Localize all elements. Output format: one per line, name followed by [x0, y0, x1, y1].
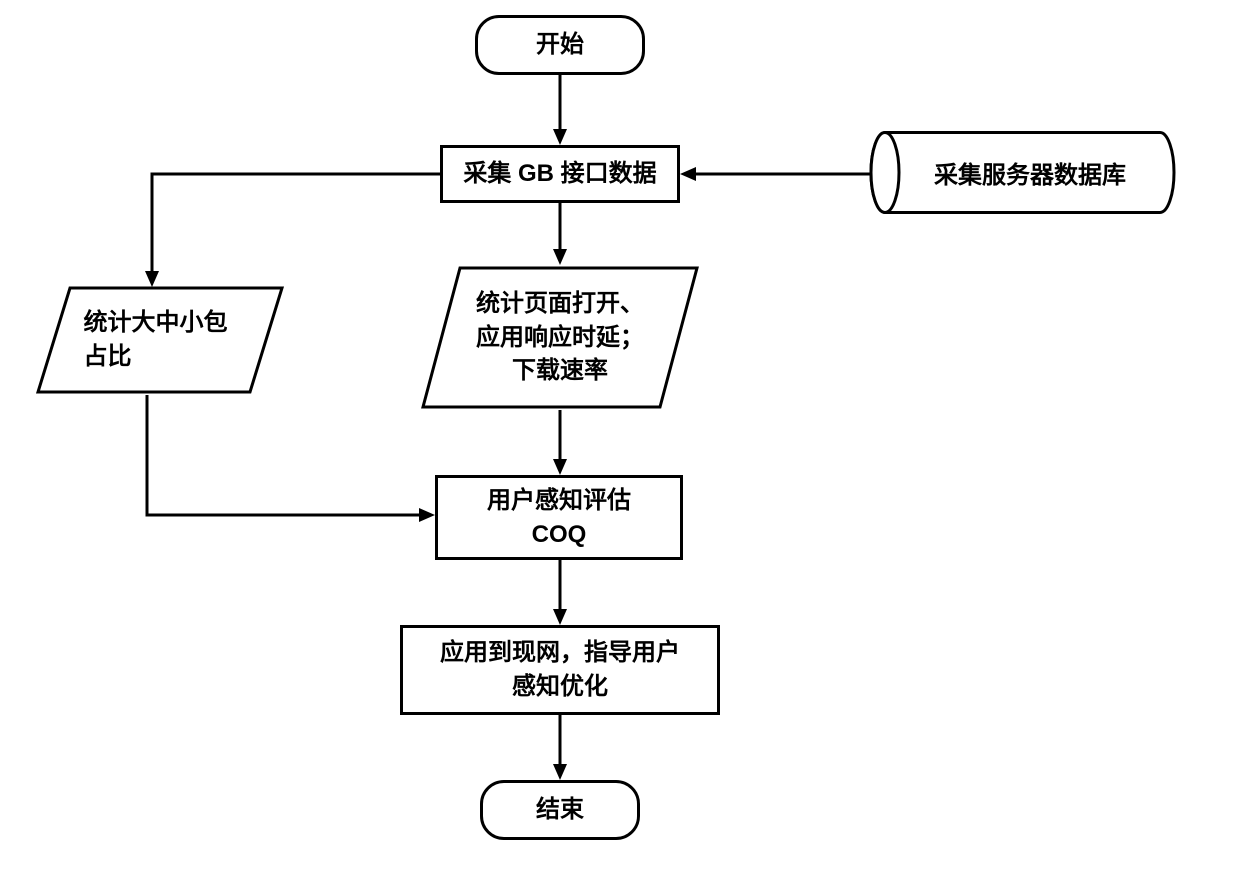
node-apply: 应用到现网，指导用户 感知优化	[400, 625, 720, 715]
node-db-label: 采集服务器数据库	[934, 155, 1126, 190]
arrow-statspkg-coq	[140, 395, 435, 527]
arrow-collect-statspage	[553, 203, 567, 265]
arrow-start-collect	[553, 75, 567, 145]
arrow-apply-end	[553, 715, 567, 780]
node-end: 结束	[480, 780, 640, 840]
node-stats-pkg-label: 统计大中小包 占比	[84, 306, 228, 373]
arrow-statspage-coq	[553, 410, 567, 475]
node-stats-page-label: 统计页面打开、 应用响应时延； 下载速率	[476, 287, 644, 388]
node-coq-label: 用户感知评估 COQ	[487, 484, 631, 551]
arrow-collect-statspkg	[145, 167, 440, 287]
arrow-db-collect	[680, 166, 870, 182]
node-db-text: 采集服务器数据库	[900, 130, 1160, 215]
node-coq: 用户感知评估 COQ	[435, 475, 683, 560]
node-collect-label: 采集 GB 接口数据	[463, 157, 656, 191]
node-apply-label: 应用到现网，指导用户 感知优化	[440, 636, 680, 703]
node-stats-pkg-text: 统计大中小包 占比	[48, 285, 263, 395]
node-end-label: 结束	[536, 793, 584, 827]
node-stats-page-text: 统计页面打开、 应用响应时延； 下载速率	[430, 265, 690, 410]
node-start: 开始	[475, 15, 645, 75]
node-collect: 采集 GB 接口数据	[440, 145, 680, 203]
node-start-label: 开始	[536, 28, 584, 62]
arrow-coq-apply	[553, 560, 567, 625]
